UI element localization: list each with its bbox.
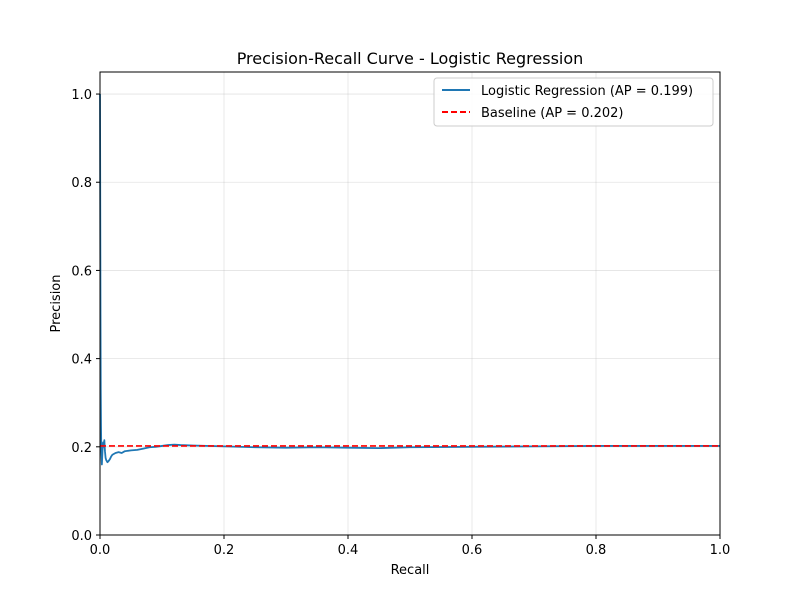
x-tick-label-4: 0.8 bbox=[586, 543, 607, 558]
x-tick-label-1: 0.2 bbox=[214, 543, 235, 558]
x-axis-ticks: 0.0 0.2 0.4 0.6 0.8 1.0 bbox=[90, 535, 731, 558]
y-tick-label-5: 1.0 bbox=[71, 88, 92, 103]
plot-background bbox=[100, 72, 720, 535]
series-layer bbox=[99, 94, 720, 466]
chart-title: Precision-Recall Curve - Logistic Regres… bbox=[237, 49, 584, 68]
x-axis-label: Recall bbox=[391, 563, 430, 578]
y-tick-label-1: 0.2 bbox=[71, 441, 92, 456]
legend-label-baseline: Baseline (AP = 0.202) bbox=[481, 106, 624, 121]
legend: Logistic Regression (AP = 0.199) Baselin… bbox=[433, 77, 714, 127]
x-tick-label-0: 0.0 bbox=[90, 543, 111, 558]
x-tick-label-3: 0.6 bbox=[462, 543, 483, 558]
grid-lines bbox=[99, 72, 721, 536]
plot-area: 0.0 0.2 0.4 0.6 0.8 1.0 0.0 0.2 0.4 0.6 0.8 1.0 bbox=[71, 71, 731, 558]
y-tick-label-0: 0.0 bbox=[71, 529, 92, 544]
legend-box bbox=[433, 77, 714, 127]
plot-frame bbox=[99, 71, 721, 536]
x-tick-label-5: 1.0 bbox=[710, 543, 731, 558]
y-tick-label-4: 0.8 bbox=[71, 176, 92, 191]
y-tick-label-2: 0.4 bbox=[71, 353, 92, 368]
legend-label-logistic-regression: Logistic Regression (AP = 0.199) bbox=[481, 84, 693, 99]
x-tick-label-2: 0.4 bbox=[338, 543, 359, 558]
y-axis-ticks: 0.0 0.2 0.4 0.6 0.8 1.0 bbox=[71, 88, 100, 544]
logistic-regression-curve bbox=[99, 94, 720, 466]
y-tick-label-3: 0.6 bbox=[71, 264, 92, 279]
y-axis-label: Precision bbox=[49, 274, 64, 332]
